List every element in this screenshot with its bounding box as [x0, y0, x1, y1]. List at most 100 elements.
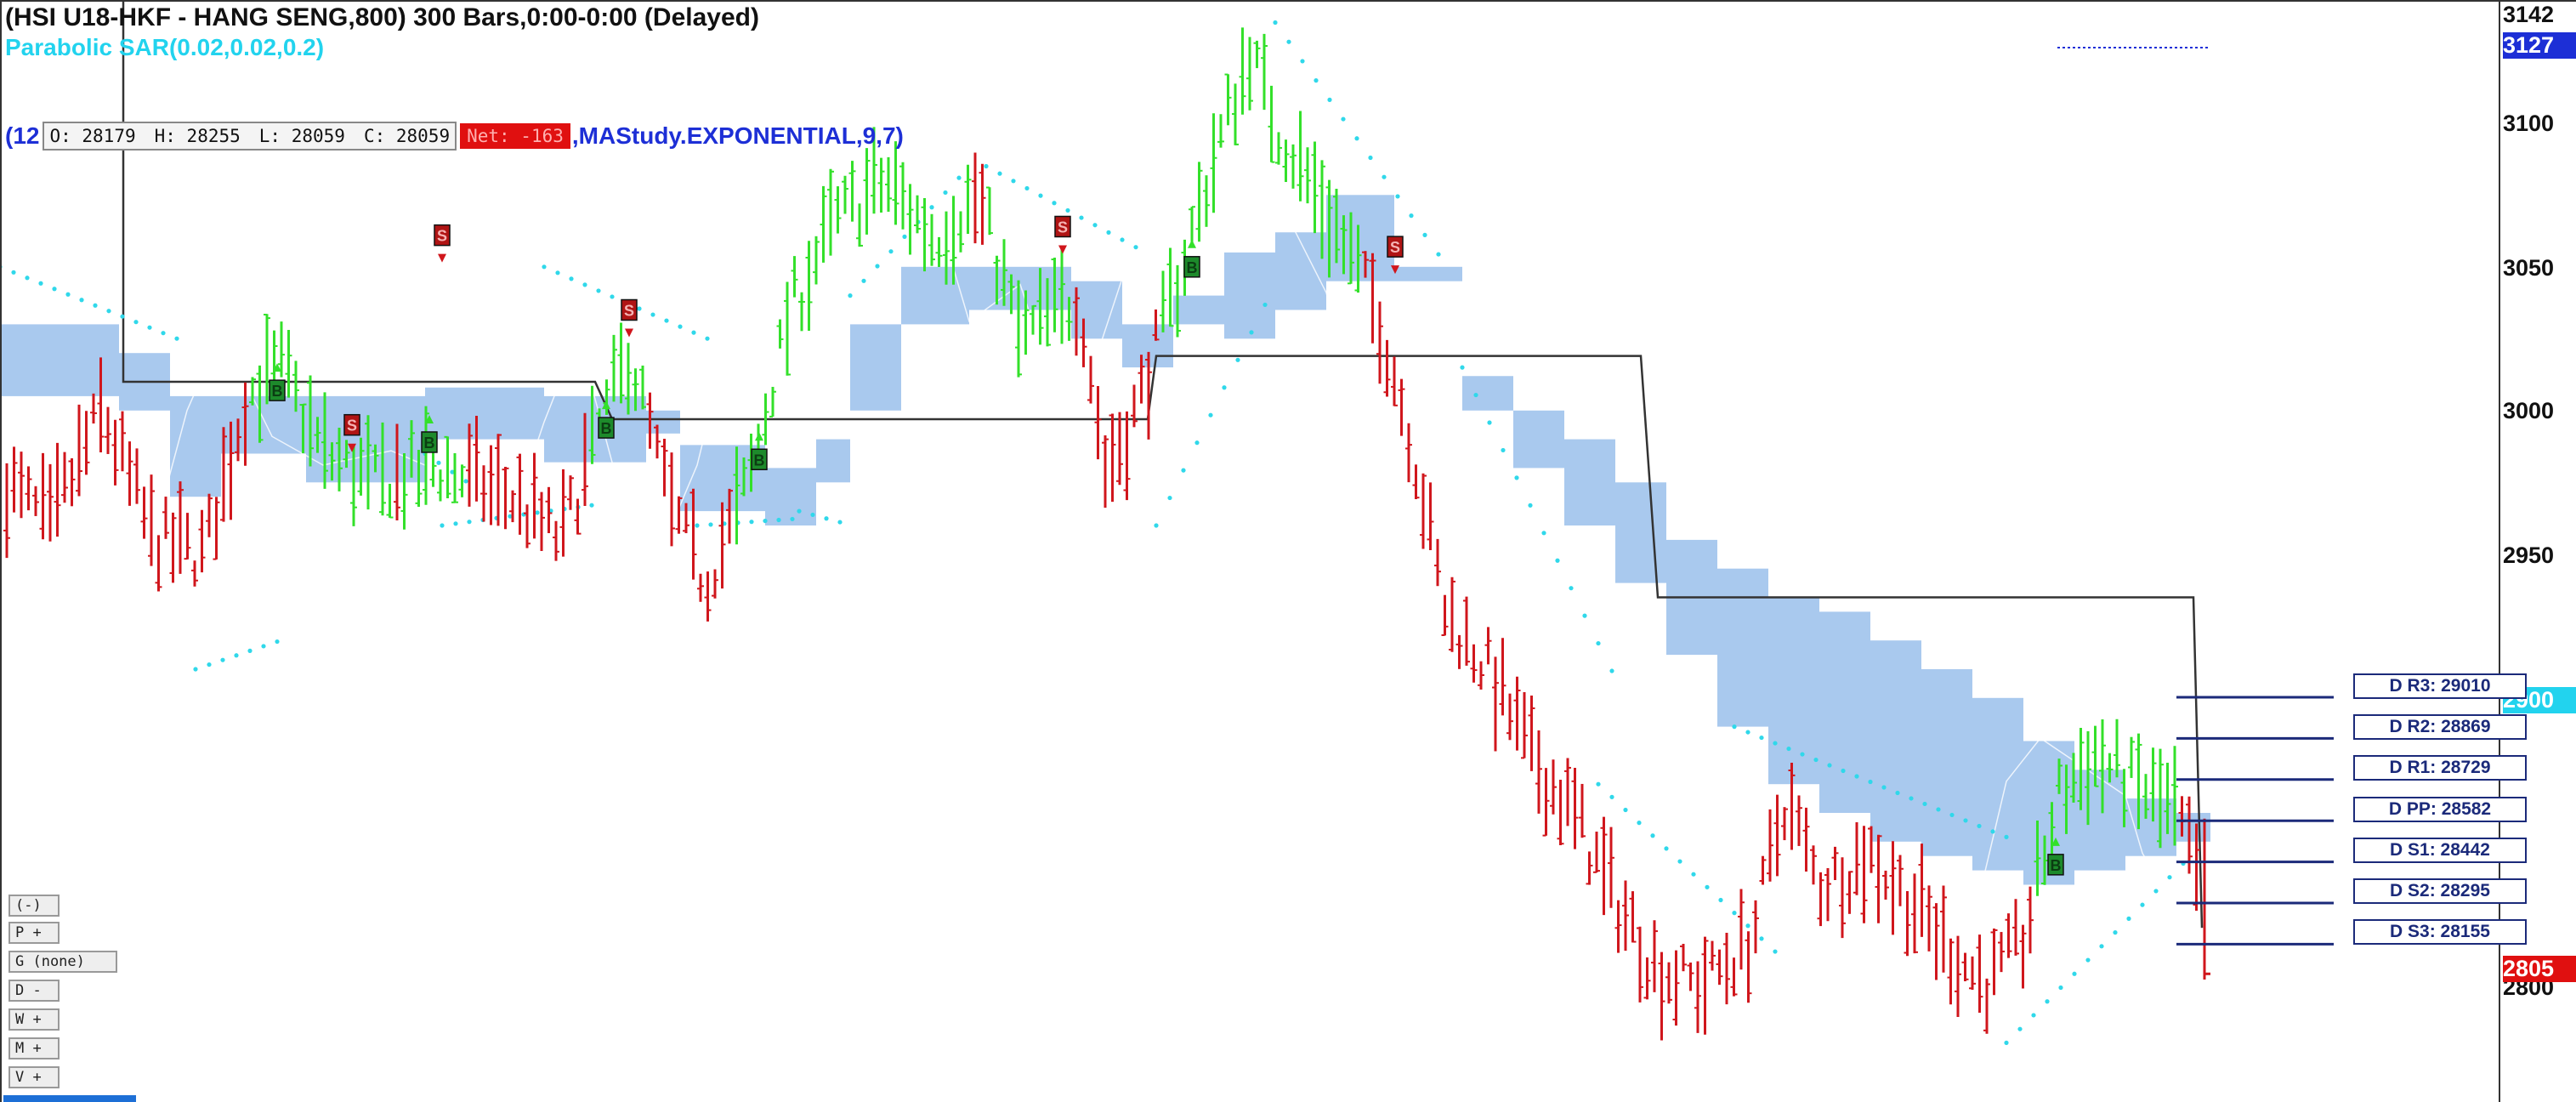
sar-dot: [1664, 846, 1669, 851]
sar-dot: [984, 163, 989, 169]
up-bar: [993, 255, 1001, 305]
g-none-button[interactable]: G (none): [9, 951, 117, 973]
down-bar: [1499, 638, 1506, 716]
sar-dot: [637, 306, 642, 311]
down-bar: [1073, 287, 1080, 356]
sar-dot: [1079, 215, 1084, 220]
m-plus-button[interactable]: M +: [9, 1037, 60, 1059]
sar-dot: [1541, 531, 1546, 536]
down-bar: [47, 463, 54, 542]
sar-dot: [1555, 558, 1560, 563]
down-bar: [1369, 253, 1376, 344]
signal-box: [1387, 236, 1404, 258]
down-bar: [184, 513, 191, 560]
down-bar: [668, 452, 675, 547]
trade-signals: B S S S B B B S B S B: [269, 215, 2064, 876]
down-bar: [1745, 931, 1752, 1003]
up-bar: [2164, 762, 2171, 834]
down-bar: [1889, 841, 1897, 935]
p-plus-button[interactable]: P +: [9, 922, 60, 944]
up-bar: [386, 483, 394, 519]
down-bar: [1087, 355, 1094, 404]
axis-high-tag: 3127: [2503, 32, 2576, 59]
sar-dot: [1596, 781, 1601, 787]
sar-dot: [1436, 252, 1441, 257]
down-bar: [1658, 951, 1665, 1041]
w-plus-button[interactable]: W +: [9, 1008, 60, 1031]
down-bar: [1383, 339, 1391, 397]
signal-arrow: [273, 363, 281, 372]
up-bar: [1051, 257, 1058, 332]
up-bar: [834, 186, 842, 234]
sar-dot: [2085, 957, 2091, 963]
sar-dot: [1514, 475, 1519, 480]
up-bar: [2034, 820, 2041, 896]
sar-dot: [695, 523, 700, 528]
sar-dot: [861, 278, 866, 283]
down-bar: [661, 438, 668, 497]
down-bar: [553, 520, 559, 561]
v-plus-button[interactable]: V +: [9, 1066, 60, 1088]
up-bar: [2157, 748, 2164, 849]
sar-dot: [1300, 59, 1305, 64]
cloud-segment: [1768, 597, 1819, 785]
down-bar: [480, 465, 487, 522]
down-bar: [1557, 780, 1564, 846]
cloud-segment: [425, 387, 544, 440]
down-bar: [111, 419, 119, 486]
down-bar: [718, 502, 726, 589]
down-bar: [1839, 857, 1846, 939]
down-bar: [1767, 809, 1773, 882]
sar-dot: [467, 520, 472, 525]
collapse-button[interactable]: (-): [9, 895, 60, 917]
sar-dot: [875, 264, 880, 269]
up-bar: [928, 213, 935, 266]
up-bar: [848, 161, 856, 222]
up-bar: [1022, 290, 1030, 355]
down-bar: [133, 448, 140, 504]
sar-dot: [220, 657, 225, 662]
d-minus-button[interactable]: D -: [9, 980, 60, 1002]
sar-dot: [902, 234, 907, 239]
cloud-segment: [221, 395, 306, 454]
sar-dot: [956, 175, 962, 180]
up-bar: [610, 334, 617, 402]
open-value: O: 28179: [49, 126, 136, 146]
down-bar: [1955, 935, 1961, 1018]
down-bar: [524, 504, 531, 548]
sar-dot: [65, 292, 71, 297]
cloud-segment: [1173, 295, 1224, 325]
pivot-pp-label: D PP: 28582: [2353, 797, 2527, 822]
ma-study-label[interactable]: ,MAStudy.EXPONENTIAL,9,7): [571, 122, 904, 149]
up-bar: [2106, 753, 2114, 783]
up-bar: [2077, 728, 2085, 810]
down-bar: [1796, 795, 1802, 846]
down-bar: [1405, 423, 1412, 483]
scroll-handle[interactable]: [3, 1095, 136, 1102]
cloud-segment: [1462, 376, 1513, 411]
down-bar: [646, 392, 654, 449]
signal-arrow: [1058, 245, 1067, 254]
signal-letter: B: [272, 383, 283, 400]
up-bar: [321, 392, 328, 489]
sar-dot: [2031, 1013, 2036, 1018]
sar-dot: [763, 518, 768, 524]
up-bar: [914, 195, 921, 234]
sar-indicator-label[interactable]: Parabolic SAR(0.02,0.02,0.2): [5, 34, 325, 60]
cloud-segment: [1819, 611, 1870, 813]
down-bar: [2005, 913, 2012, 958]
sar-dot: [1609, 668, 1614, 673]
down-bar: [25, 466, 32, 511]
down-bar: [155, 535, 162, 592]
up-bar: [2128, 736, 2135, 778]
sar-dot: [797, 508, 802, 514]
down-bar: [61, 452, 68, 503]
up-bar: [336, 427, 343, 491]
sar-dot: [1409, 213, 1414, 219]
up-bar: [813, 236, 820, 285]
cloud-segment: [1870, 640, 1921, 842]
sar-dot: [997, 171, 1002, 176]
down-bar: [1781, 807, 1788, 841]
